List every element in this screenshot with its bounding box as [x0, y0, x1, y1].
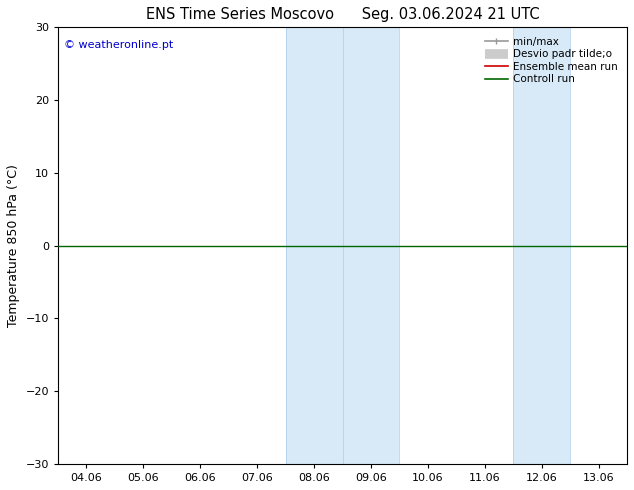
Bar	[514, 27, 570, 464]
Title: ENS Time Series Moscovo      Seg. 03.06.2024 21 UTC: ENS Time Series Moscovo Seg. 03.06.2024 …	[146, 7, 540, 22]
Text: © weatheronline.pt: © weatheronline.pt	[64, 40, 173, 50]
Bar	[286, 27, 399, 464]
Legend: min/max, Desvio padr tilde;o, Ensemble mean run, Controll run: min/max, Desvio padr tilde;o, Ensemble m…	[481, 32, 622, 89]
Y-axis label: Temperature 850 hPa (°C): Temperature 850 hPa (°C)	[7, 164, 20, 327]
